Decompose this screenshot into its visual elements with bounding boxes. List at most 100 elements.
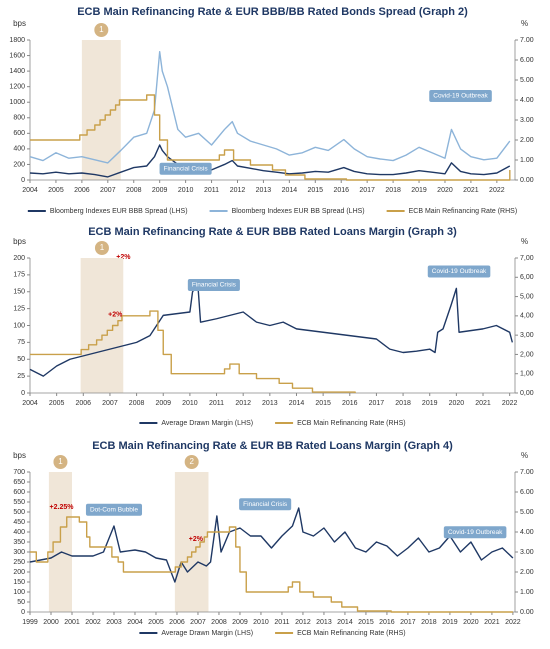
x-tick-label: 2013 [316, 619, 332, 626]
y2-axis-unit: % [521, 237, 528, 246]
x-tick-label: 2004 [22, 187, 38, 194]
highlight-label: 1 [99, 25, 104, 34]
annotation-box [239, 498, 292, 511]
annotation-text: +2% [108, 312, 123, 319]
y-tick-label: 500 [13, 509, 25, 516]
legend: Bloomberg Indexes EUR BBB Spread (LHS) Bl… [27, 208, 518, 215]
highlight-label: 2 [189, 457, 194, 466]
series-line [29, 144, 511, 178]
y-tick-label: 700 [13, 469, 25, 476]
x-tick-label: 2009 [152, 187, 168, 194]
x-tick-label: 2009 [232, 619, 248, 626]
x-tick-label: 2013 [256, 187, 272, 194]
x-tick-label: 2006 [169, 619, 185, 626]
y-tick-label: 400 [13, 529, 25, 536]
chart-title: ECB Main Refinancing Rate & EUR BBB/BB R… [77, 6, 468, 18]
x-tick-label: 2020 [449, 400, 465, 407]
x-tick-label: 2020 [437, 187, 453, 194]
y-tick-label: 175 [13, 272, 25, 279]
x-tick-label: 2014 [289, 400, 305, 407]
x-tick-label: 2008 [129, 400, 145, 407]
annotation-text: Financial Crisis [243, 501, 288, 508]
x-tick-label: 2021 [484, 619, 500, 626]
y-tick-label: 200 [13, 569, 25, 576]
x-tick-label: 2015 [308, 187, 324, 194]
y-tick-label: 1800 [9, 37, 25, 44]
y-tick-label: 75 [17, 339, 25, 346]
x-tick-label: 2004 [22, 400, 38, 407]
y-tick-label: 0 [21, 609, 25, 616]
annotation-text: +2.25% [50, 504, 75, 511]
x-tick-label: 2000 [43, 619, 59, 626]
x-tick-label: 2015 [358, 619, 374, 626]
x-tick-label: 2016 [342, 400, 358, 407]
legend-label: ECB Main Refinancing Rate (RHS) [409, 208, 518, 215]
x-tick-label: 2019 [411, 187, 427, 194]
x-tick-label: 2021 [475, 400, 491, 407]
legend-label: Average Drawn Margin (LHS) [161, 630, 253, 637]
x-tick-label: 1999 [22, 619, 38, 626]
x-tick-label: 2020 [463, 619, 479, 626]
annotation-text: Covid-19 Outbreak [433, 93, 488, 100]
y2-tick-label: 3,00 [520, 332, 534, 339]
annotation-box [187, 279, 240, 291]
annotation-text: Financial Crisis [192, 282, 237, 289]
y2-tick-label: 7.00 [520, 37, 534, 44]
y2-tick-label: 5.00 [520, 509, 534, 516]
annotation-text: Financial Crisis [164, 166, 209, 173]
y-tick-label: 1200 [9, 84, 25, 91]
y2-tick-label: 3.00 [520, 549, 534, 556]
x-tick-label: 2019 [422, 400, 438, 407]
y-tick-label: 600 [13, 489, 25, 496]
y2-tick-label: 1.00 [520, 157, 534, 164]
series-line [30, 94, 511, 181]
annotation-box [443, 526, 507, 539]
highlight-marker [53, 455, 68, 469]
x-tick-label: 2010 [182, 400, 198, 407]
y2-tick-label: 7,00 [520, 255, 534, 262]
y2-tick-label: 6,00 [520, 274, 534, 281]
x-tick-label: 2003 [106, 619, 122, 626]
annotation-box [85, 503, 143, 516]
series-line [30, 310, 356, 393]
x-tick-label: 2021 [463, 187, 479, 194]
y2-tick-label: 5.00 [520, 77, 534, 84]
y-tick-label: 600 [13, 130, 25, 137]
x-tick-label: 2018 [385, 187, 401, 194]
y-tick-label: 550 [13, 499, 25, 506]
y2-tick-label: 0.00 [520, 609, 534, 616]
series-line [29, 50, 511, 164]
annotation-box [429, 90, 492, 102]
y2-tick-label: 6.00 [520, 57, 534, 64]
x-tick-label: 2022 [489, 187, 505, 194]
x-tick-label: 2010 [253, 619, 269, 626]
y2-axis-unit: % [521, 19, 528, 28]
x-tick-label: 2008 [126, 187, 142, 194]
y2-tick-label: 3.00 [520, 117, 534, 124]
x-tick-label: 2017 [400, 619, 416, 626]
x-tick-label: 2019 [442, 619, 458, 626]
y-tick-label: 1400 [9, 68, 25, 75]
x-tick-label: 2016 [379, 619, 395, 626]
legend-label: Bloomberg Indexes EUR BBB Spread (LHS) [50, 208, 188, 215]
y2-tick-label: 1,00 [520, 371, 534, 378]
y2-tick-label: 2,00 [520, 351, 534, 358]
x-tick-label: 2009 [155, 400, 171, 407]
legend-label: ECB Main Refinancing Rate (RHS) [297, 630, 406, 637]
x-tick-label: 2022 [505, 619, 521, 626]
y2-tick-label: 4,00 [520, 313, 534, 320]
y-tick-label: 1000 [9, 99, 25, 106]
x-tick-label: 2008 [211, 619, 227, 626]
y-tick-label: 150 [13, 579, 25, 586]
y-tick-label: 1600 [9, 52, 25, 59]
annotation-box [159, 162, 212, 175]
x-tick-label: 2022 [502, 400, 518, 407]
y-tick-label: 400 [13, 146, 25, 153]
series-line [30, 516, 513, 613]
x-tick-label: 2001 [64, 619, 80, 626]
chart-title: ECB Main Refinancing Rate & EUR BBB Rate… [88, 226, 457, 238]
annotation-box [427, 265, 491, 278]
annotation-text: Dot-Com Bubble [90, 507, 138, 514]
y2-tick-label: 0.00 [520, 177, 534, 184]
